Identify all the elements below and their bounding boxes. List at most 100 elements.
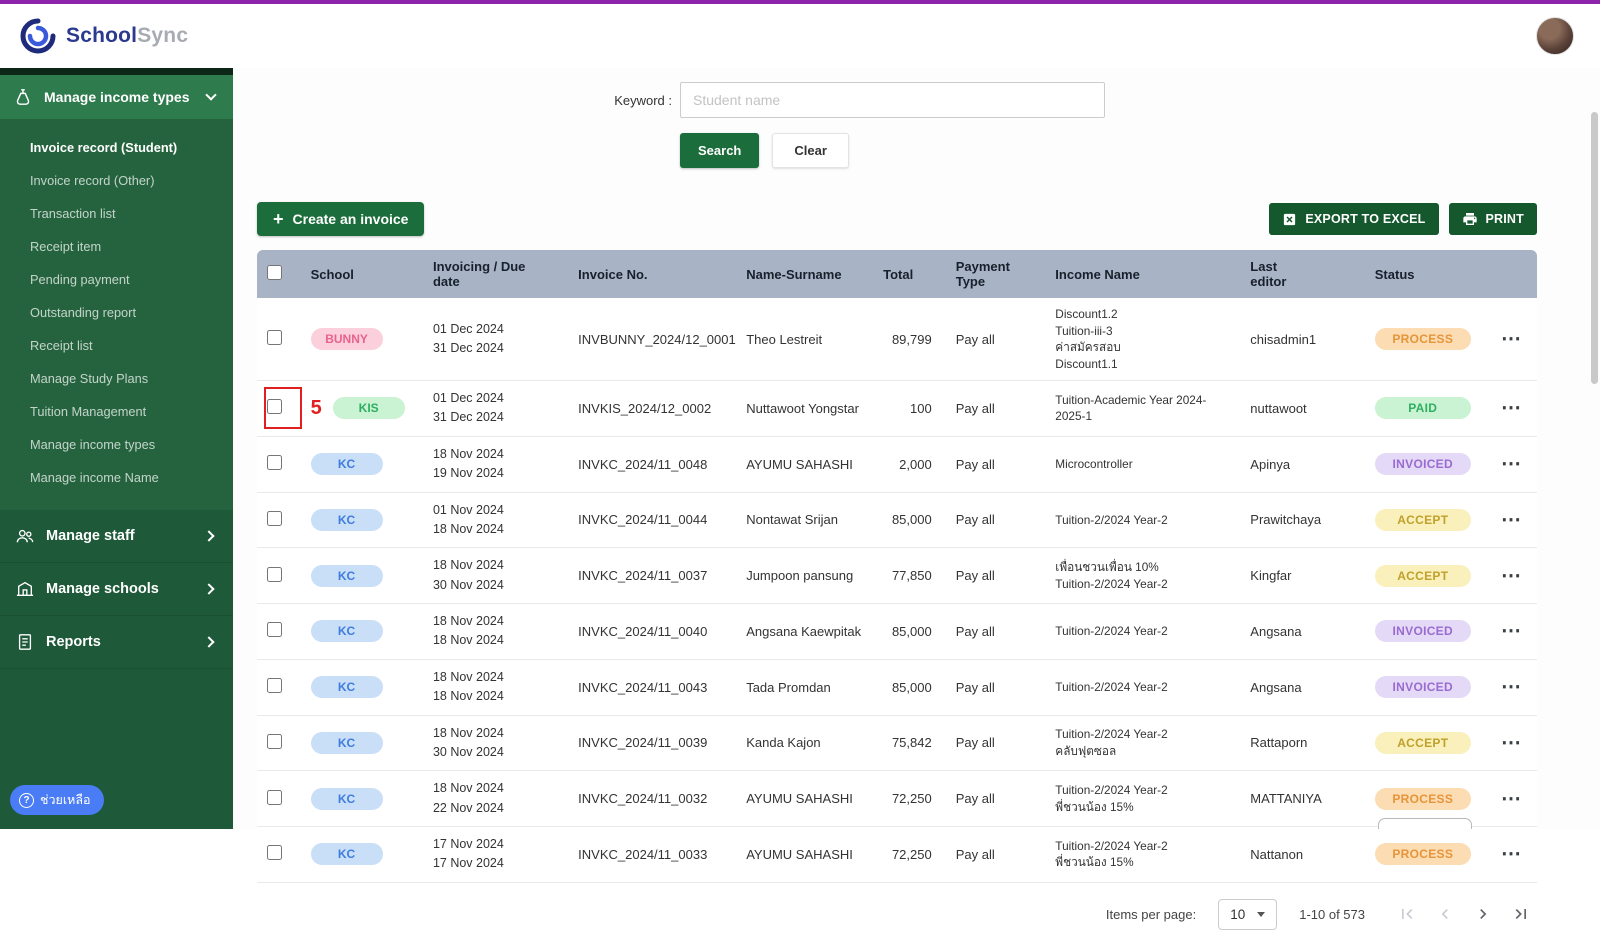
column-header-label: Last editor xyxy=(1250,259,1287,289)
sidebar-item-invoice-record-student[interactable]: Invoice record (Student) xyxy=(30,140,178,155)
sidebar-item-manage-income-name[interactable]: Manage income Name xyxy=(30,470,159,485)
last-editor-cell: MATTANIYA xyxy=(1240,770,1365,828)
row-select-cell xyxy=(257,715,301,772)
column-header-total: Total xyxy=(873,250,946,298)
create-invoice-button[interactable]: + Create an invoice xyxy=(257,202,425,236)
due-date: 31 Dec 2024 xyxy=(432,410,504,425)
invoice-no-cell: INVBUNNY_2024/12_0001 xyxy=(568,298,737,382)
row-checkbox[interactable] xyxy=(267,622,282,638)
column-header-invoicing-due-date: Invoicing / Due date xyxy=(422,250,569,298)
row-menu-button[interactable]: ⋯ xyxy=(1501,676,1522,699)
print-button[interactable]: PRINT xyxy=(1448,203,1537,235)
sidebar-item-manage-income-types[interactable]: Manage income types xyxy=(30,437,156,452)
excel-icon xyxy=(1282,212,1297,227)
income-name-cell: Microcontroller xyxy=(1045,436,1241,493)
row-select-cell xyxy=(257,298,301,382)
row-checkbox[interactable] xyxy=(267,733,282,749)
name-cell: Kanda Kajon xyxy=(736,715,874,772)
total-cell: 72,250 xyxy=(873,826,946,883)
row-menu-button[interactable]: ⋯ xyxy=(1501,397,1522,420)
sidebar-section-reports[interactable]: Reports xyxy=(0,616,233,669)
table-header-row: School Invoicing / Due date Invoice No. Nam… xyxy=(257,250,1537,298)
row-actions-cell: ⋯ xyxy=(1485,659,1537,716)
items-per-page-select[interactable]: 10 xyxy=(1218,898,1278,930)
school-badge: KC xyxy=(310,620,383,643)
invoice-no-cell: INVKC_2024/11_0043 xyxy=(568,659,737,716)
row-checkbox[interactable] xyxy=(267,678,282,694)
sidebar-item-tuition-management[interactable]: Tuition Management xyxy=(30,404,147,419)
school-cell: KC xyxy=(300,715,423,772)
total-cell: 85,000 xyxy=(873,603,946,660)
table-row: KC 18 Nov 2024 30 Nov 2024 INVKC_2024/11_00… xyxy=(257,715,1537,772)
status-badge: ACCEPT xyxy=(1374,508,1471,531)
keyword-label: Keyword : xyxy=(614,92,672,108)
help-button[interactable]: ? ช่วยเหลือ xyxy=(10,785,104,815)
next-page-button[interactable] xyxy=(1471,902,1495,926)
school-badge: KC xyxy=(310,453,383,476)
sidebar-item-manage-study-plans[interactable]: Manage Study Plans xyxy=(30,371,149,386)
school-badge: KC xyxy=(310,731,383,754)
user-avatar[interactable] xyxy=(1536,17,1574,55)
chevron-down-icon xyxy=(205,89,217,101)
invoice-no-cell: INVKIS_2024/12_0002 xyxy=(568,380,737,437)
search-input[interactable] xyxy=(680,82,1105,118)
row-menu-button[interactable]: ⋯ xyxy=(1501,564,1522,587)
sidebar-item-receipt-item[interactable]: Receipt item xyxy=(30,239,102,254)
row-checkbox[interactable] xyxy=(267,510,282,526)
row-menu-button[interactable]: ⋯ xyxy=(1501,328,1522,351)
invoice-table-body: BUNNY 01 Dec 2024 31 Dec 2024 INVBUNNY_2024… xyxy=(257,298,1537,883)
column-header-label: Payment Type xyxy=(955,259,1010,289)
dates-cell: 17 Nov 2024 17 Nov 2024 xyxy=(422,826,569,883)
school-badge: KC xyxy=(310,787,383,810)
actions-header-cell xyxy=(1485,250,1537,298)
section-label: Manage staff xyxy=(46,528,135,544)
status-badge: PAID xyxy=(1374,397,1471,420)
name-cell: Nontawat Srijan xyxy=(736,492,874,549)
sidebar-menu-manage-income-types[interactable]: Manage income types xyxy=(0,75,233,119)
school-cell: KC xyxy=(300,826,423,883)
row-checkbox[interactable] xyxy=(267,566,282,582)
row-menu-button[interactable]: ⋯ xyxy=(1501,787,1522,810)
sidebar-item-outstanding-report[interactable]: Outstanding report xyxy=(30,305,136,320)
sidebar-section-manage-schools[interactable]: Manage schools xyxy=(0,563,233,616)
table-row: KC 18 Nov 2024 18 Nov 2024 INVKC_2024/11_00… xyxy=(257,603,1537,660)
row-menu-button[interactable]: ⋯ xyxy=(1501,731,1522,754)
sidebar-item-receipt-list[interactable]: Receipt list xyxy=(30,338,93,353)
caret-down-icon xyxy=(1257,911,1266,917)
row-checkbox[interactable] xyxy=(267,455,282,471)
invoicing-date: 17 Nov 2024 xyxy=(432,837,504,852)
column-header-label: Total xyxy=(883,266,914,282)
sidebar-item-invoice-record-other[interactable]: Invoice record (Other) xyxy=(30,173,155,188)
row-select-cell xyxy=(257,603,301,660)
sidebar-item-pending-payment[interactable]: Pending payment xyxy=(30,272,130,287)
vertical-scrollbar-thumb[interactable] xyxy=(1591,112,1598,384)
row-menu-button[interactable]: ⋯ xyxy=(1501,620,1522,643)
select-all-checkbox[interactable] xyxy=(267,265,282,280)
last-page-button[interactable] xyxy=(1509,902,1533,926)
row-select-cell xyxy=(257,436,301,493)
due-date: 18 Nov 2024 xyxy=(432,689,504,704)
clear-button[interactable]: Clear xyxy=(772,133,849,168)
row-checkbox[interactable] xyxy=(267,399,282,415)
schools-icon xyxy=(16,580,34,598)
select-all-header-cell xyxy=(257,250,301,298)
export-excel-label: EXPORT TO EXCEL xyxy=(1305,212,1426,226)
sidebar-item-transaction-list[interactable]: Transaction list xyxy=(30,206,116,221)
invoicing-date: 01 Nov 2024 xyxy=(432,502,504,517)
export-excel-button[interactable]: EXPORT TO EXCEL xyxy=(1269,203,1439,235)
row-checkbox[interactable] xyxy=(267,330,282,346)
row-checkbox[interactable] xyxy=(267,845,282,861)
school-cell: KC xyxy=(300,603,423,660)
status-cell: ACCEPT xyxy=(1364,547,1486,605)
row-menu-button[interactable]: ⋯ xyxy=(1501,843,1522,866)
row-menu-button[interactable]: ⋯ xyxy=(1501,508,1522,531)
search-button[interactable]: Search xyxy=(680,133,760,168)
row-menu-button[interactable]: ⋯ xyxy=(1501,453,1522,476)
first-page-button[interactable] xyxy=(1395,902,1419,926)
section-label: Manage schools xyxy=(46,581,159,597)
sidebar-section-manage-staff[interactable]: Manage staff xyxy=(0,510,233,563)
income-name-cell: Tuition-2/2024 Year-2 คลับฟุตซอล xyxy=(1045,715,1241,772)
previous-page-button[interactable] xyxy=(1433,902,1457,926)
row-select-cell xyxy=(257,826,301,883)
row-checkbox[interactable] xyxy=(267,789,282,805)
